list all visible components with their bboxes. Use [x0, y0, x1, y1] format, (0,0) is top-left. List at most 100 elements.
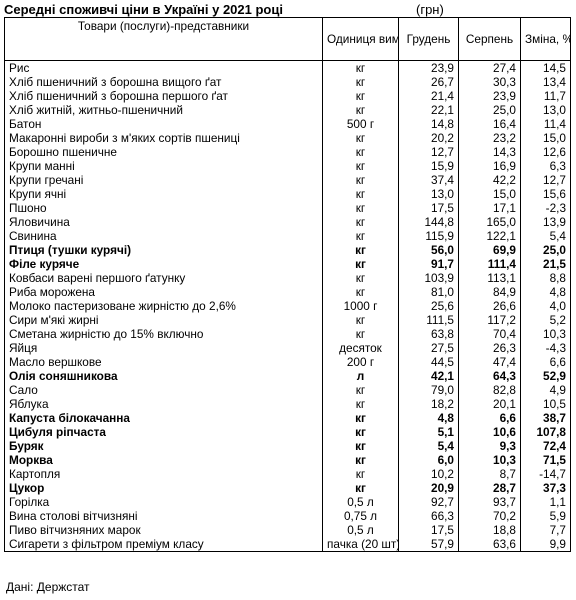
product-name-cell: Сало [4, 383, 323, 397]
product-name-cell: Молоко пастеризоване жирністю до 2,6% [4, 299, 323, 313]
august-price-cell: 27,4 [458, 60, 521, 75]
product-name-cell: Риба морожена [4, 285, 323, 299]
product-name-cell: Батон [4, 117, 323, 131]
table-row: Буряк кг 5,4 9,3 72,4 [4, 439, 571, 453]
december-price-cell: 91,7 [398, 257, 459, 271]
table-row: Сметана жирністю до 15% включно кг 63,8 70,… [4, 327, 571, 341]
product-name-cell: Хліб житній, житньо-пшеничний [4, 103, 323, 117]
currency-note: (грн) [416, 2, 444, 17]
product-name-cell: Макаронні вироби з м'яких сортів пшениці [4, 131, 323, 145]
header-product: Товари (послуги)-представники [4, 17, 323, 61]
table-row: Хліб пшеничний з борошна першого ґат кг 21… [4, 89, 571, 103]
august-price-cell: 28,7 [458, 481, 521, 495]
table-row: Морква кг 6,0 10,3 71,5 [4, 453, 571, 467]
august-price-cell: 6,6 [458, 411, 521, 425]
header-august: Серпень [458, 17, 521, 61]
august-price-cell: 70,2 [458, 509, 521, 523]
document-title: Середні споживчі ціни в Україні у 2021 р… [4, 2, 283, 17]
product-name-cell: Хліб пшеничний з борошна першого ґат [4, 89, 323, 103]
change-percent-cell: 1,1 [520, 495, 571, 509]
unit-cell: кг [322, 173, 399, 187]
unit-cell: 0,5 л [322, 523, 399, 537]
august-price-cell: 9,3 [458, 439, 521, 453]
december-price-cell: 111,5 [398, 313, 459, 327]
december-price-cell: 20,2 [398, 131, 459, 145]
august-price-cell: 25,0 [458, 103, 521, 117]
august-price-cell: 82,8 [458, 383, 521, 397]
unit-cell: кг [322, 187, 399, 201]
august-price-cell: 165,0 [458, 215, 521, 229]
change-percent-cell: 4,9 [520, 383, 571, 397]
change-percent-cell: 5,2 [520, 313, 571, 327]
change-percent-cell: 9,9 [520, 537, 571, 552]
product-name-cell: Вина столові вітчизняні [4, 509, 323, 523]
product-name-cell: Філе куряче [4, 257, 323, 271]
change-percent-cell: 25,0 [520, 243, 571, 257]
product-name-cell: Ковбаси варені першого ґатунку [4, 271, 323, 285]
december-price-cell: 23,9 [398, 60, 459, 75]
header-change: Зміна, % [520, 17, 571, 61]
change-percent-cell: 21,5 [520, 257, 571, 271]
august-price-cell: 8,7 [458, 467, 521, 481]
august-price-cell: 42,2 [458, 173, 521, 187]
title-row: Середні споживчі ціни в Україні у 2021 р… [4, 2, 572, 17]
august-price-cell: 14,3 [458, 145, 521, 159]
table-row: Яблука кг 18,2 20,1 10,5 [4, 397, 571, 411]
unit-cell: кг [322, 467, 399, 481]
unit-cell: 1000 г [322, 299, 399, 313]
change-percent-cell: 13,4 [520, 75, 571, 89]
table-row: Яловичина кг 144,8 165,0 13,9 [4, 215, 571, 229]
december-price-cell: 37,4 [398, 173, 459, 187]
december-price-cell: 56,0 [398, 243, 459, 257]
product-name-cell: Сигарети з фільтром преміум класу [4, 537, 323, 552]
august-price-cell: 93,7 [458, 495, 521, 509]
unit-cell: кг [322, 243, 399, 257]
unit-cell: кг [322, 131, 399, 145]
product-name-cell: Цукор [4, 481, 323, 495]
august-price-cell: 63,6 [458, 537, 521, 552]
unit-cell: кг [322, 453, 399, 467]
product-name-cell: Пшоно [4, 201, 323, 215]
unit-cell: кг [322, 313, 399, 327]
change-percent-cell: 7,7 [520, 523, 571, 537]
december-price-cell: 81,0 [398, 285, 459, 299]
product-name-cell: Капуста білокачанна [4, 411, 323, 425]
december-price-cell: 5,4 [398, 439, 459, 453]
unit-cell: кг [322, 397, 399, 411]
december-price-cell: 27,5 [398, 341, 459, 355]
product-name-cell: Яблука [4, 397, 323, 411]
table-row: Крупи гречані кг 37,4 42,2 12,7 [4, 173, 571, 187]
change-percent-cell: 37,3 [520, 481, 571, 495]
change-percent-cell: 5,9 [520, 509, 571, 523]
august-price-cell: 23,2 [458, 131, 521, 145]
december-price-cell: 15,9 [398, 159, 459, 173]
table-body: Рис кг 23,9 27,4 14,5 Хліб пшеничний з борошн… [4, 60, 571, 552]
table-row: Пиво вітчизняних марок 0,5 л 17,5 18,8 7,7 [4, 523, 571, 537]
december-price-cell: 144,8 [398, 215, 459, 229]
december-price-cell: 103,9 [398, 271, 459, 285]
august-price-cell: 16,4 [458, 117, 521, 131]
table-row: Риба морожена кг 81,0 84,9 4,8 [4, 285, 571, 299]
december-price-cell: 5,1 [398, 425, 459, 439]
table-row: Борошно пшеничне кг 12,7 14,3 12,6 [4, 145, 571, 159]
december-price-cell: 66,3 [398, 509, 459, 523]
change-percent-cell: 8,8 [520, 271, 571, 285]
product-name-cell: Яйця [4, 341, 323, 355]
change-percent-cell: -2,3 [520, 201, 571, 215]
product-name-cell: Хліб пшеничний з борошна вищого ґат [4, 75, 323, 89]
change-percent-cell: 72,4 [520, 439, 571, 453]
december-price-cell: 22,1 [398, 103, 459, 117]
unit-cell: кг [322, 439, 399, 453]
december-price-cell: 25,6 [398, 299, 459, 313]
december-price-cell: 21,4 [398, 89, 459, 103]
table-row: Хліб житній, житньо-пшеничний кг 22,1 25,0 1… [4, 103, 571, 117]
august-price-cell: 17,1 [458, 201, 521, 215]
august-price-cell: 69,9 [458, 243, 521, 257]
product-name-cell: Буряк [4, 439, 323, 453]
product-name-cell: Горілка [4, 495, 323, 509]
product-name-cell: Крупи ячні [4, 187, 323, 201]
table-row: Молоко пастеризоване жирністю до 2,6% 100… [4, 299, 571, 313]
change-percent-cell: 11,7 [520, 89, 571, 103]
change-percent-cell: 13,9 [520, 215, 571, 229]
